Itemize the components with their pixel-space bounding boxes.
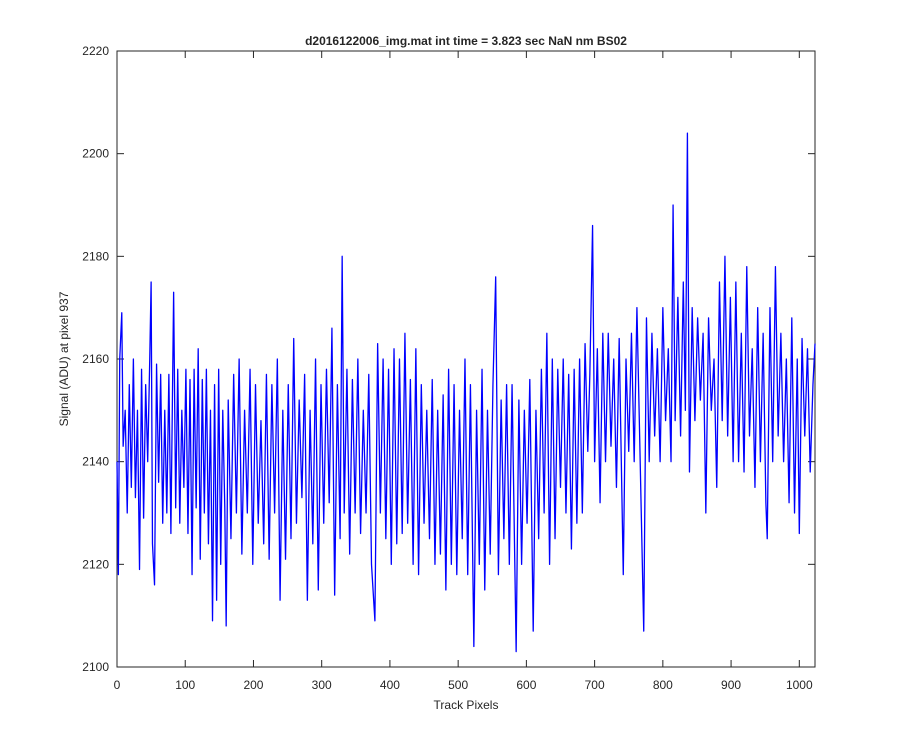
x-tick-label: 1000 [786,678,813,692]
x-tick-label: 400 [380,678,400,692]
x-tick-label: 800 [653,678,673,692]
x-tick-label: 300 [312,678,332,692]
y-tick-label: 2180 [82,249,109,263]
x-tick-label: 200 [243,678,263,692]
chart-title: d2016122006_img.mat int time = 3.823 sec… [305,34,627,48]
y-tick-label: 2160 [82,352,109,366]
y-tick-label: 2200 [82,147,109,161]
x-tick-label: 100 [175,678,195,692]
y-tick-label: 2220 [82,44,109,58]
x-tick-label: 900 [721,678,741,692]
y-tick-label: 2120 [82,557,109,571]
y-tick-label: 2140 [82,455,109,469]
x-tick-label: 600 [516,678,536,692]
y-tick-label: 2100 [82,660,109,674]
x-tick-label: 700 [585,678,605,692]
data-line [116,132,816,653]
x-tick-label: 500 [448,678,468,692]
y-axis-label: Signal (ADU) at pixel 937 [57,291,71,426]
x-axis-label: Track Pixels [434,698,499,712]
x-tick-label: 0 [114,678,121,692]
